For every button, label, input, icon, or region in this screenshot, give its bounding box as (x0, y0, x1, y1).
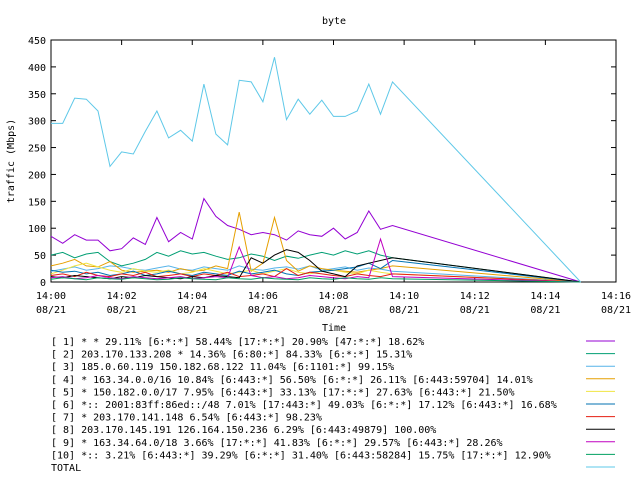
y-tick-label: 250 (28, 144, 46, 155)
series-line-4 (50, 211, 581, 283)
y-tick-label: 0 (40, 278, 46, 289)
x-axis: 14:00 08/21 14:02 08/21 14:04 08/21 14:06 08/21… (36, 40, 631, 316)
y-axis: 0 50 100 150 200 250 300 350 400 450 (28, 36, 616, 289)
chart-title: byte (322, 16, 346, 27)
plot-frame (50, 39, 617, 283)
y-tick-label: 100 (28, 224, 46, 235)
y-tick-label: 400 (28, 63, 46, 74)
x-tick-label: 14:04 (177, 291, 207, 302)
x-tick-label: 14:06 (248, 291, 278, 302)
y-tick-label: 300 (28, 117, 46, 128)
y-tick-label: 450 (28, 36, 46, 47)
y-tick-label: 50 (34, 251, 46, 262)
x-tick-date: 08/21 (601, 305, 631, 316)
x-tick-label: 14:14 (530, 291, 560, 302)
series-lines (50, 57, 582, 283)
legend-entry-5: [ 5] * 150.182.0.0/17 7.95% [6:443:*] 33… (51, 387, 515, 398)
legend-entry-8: [ 8] 203.170.145.191 126.164.150.236 6.2… (51, 425, 436, 436)
series-line-10 (50, 277, 581, 283)
x-tick-label: 14:00 (36, 291, 66, 302)
legend-entry-7: [ 7] * 203.170.141.148 6.54% [6:443:*] 9… (51, 413, 322, 424)
y-axis-label: traffic (Mbps) (6, 119, 17, 203)
x-tick-label: 14:16 (601, 291, 631, 302)
y-tick-label: 200 (28, 170, 46, 181)
series-line-1 (50, 197, 581, 283)
x-tick-label: 14:02 (107, 291, 137, 302)
legend-entry-3: [ 3] 185.0.60.119 150.182.68.122 11.04% … (51, 362, 394, 373)
series-line-3 (50, 265, 581, 283)
x-tick-label: 14:08 (318, 291, 348, 302)
x-tick-label: 14:10 (389, 291, 419, 302)
y-tick-label: 150 (28, 197, 46, 208)
x-tick-date: 08/21 (177, 305, 207, 316)
legend-entry-4: [ 4] * 163.34.0.0/16 10.84% [6:443:*] 56… (51, 375, 533, 386)
x-tick-label: 14:12 (460, 291, 490, 302)
x-axis-label: Time (322, 323, 346, 334)
legend-entry-1: [ 1] * * 29.11% [6:*:*] 58.44% [17:*:*] … (51, 337, 424, 348)
x-tick-date: 08/21 (318, 305, 348, 316)
x-tick-date: 08/21 (460, 305, 490, 316)
legend-entry-2: [ 2] 203.170.133.208 * 14.36% [6:80:*] 8… (51, 350, 412, 361)
legend-entry-11: TOTAL (51, 463, 81, 474)
series-line-11 (51, 57, 582, 283)
x-tick-date: 08/21 (36, 305, 66, 316)
series-line-5 (50, 262, 581, 283)
series-line-6 (50, 259, 581, 283)
x-tick-date: 08/21 (107, 305, 137, 316)
x-tick-date: 08/21 (530, 305, 560, 316)
legend-entry-9: [ 9] * 163.34.64.0/18 3.66% [17:*:*] 41.… (51, 438, 503, 449)
y-tick-label: 350 (28, 90, 46, 101)
x-tick-date: 08/21 (389, 305, 419, 316)
legend: [ 1] * * 29.11% [6:*:*] 58.44% [17:*:*] … (51, 337, 615, 474)
legend-entry-10: [10] *:: 3.21% [6:443:*] 39.29% [6:*:*] … (51, 450, 551, 461)
legend-entry-6: [ 6] *:: 2001:83ff:86ed::/48 7.01% [17:4… (51, 400, 557, 411)
x-tick-date: 08/21 (248, 305, 278, 316)
